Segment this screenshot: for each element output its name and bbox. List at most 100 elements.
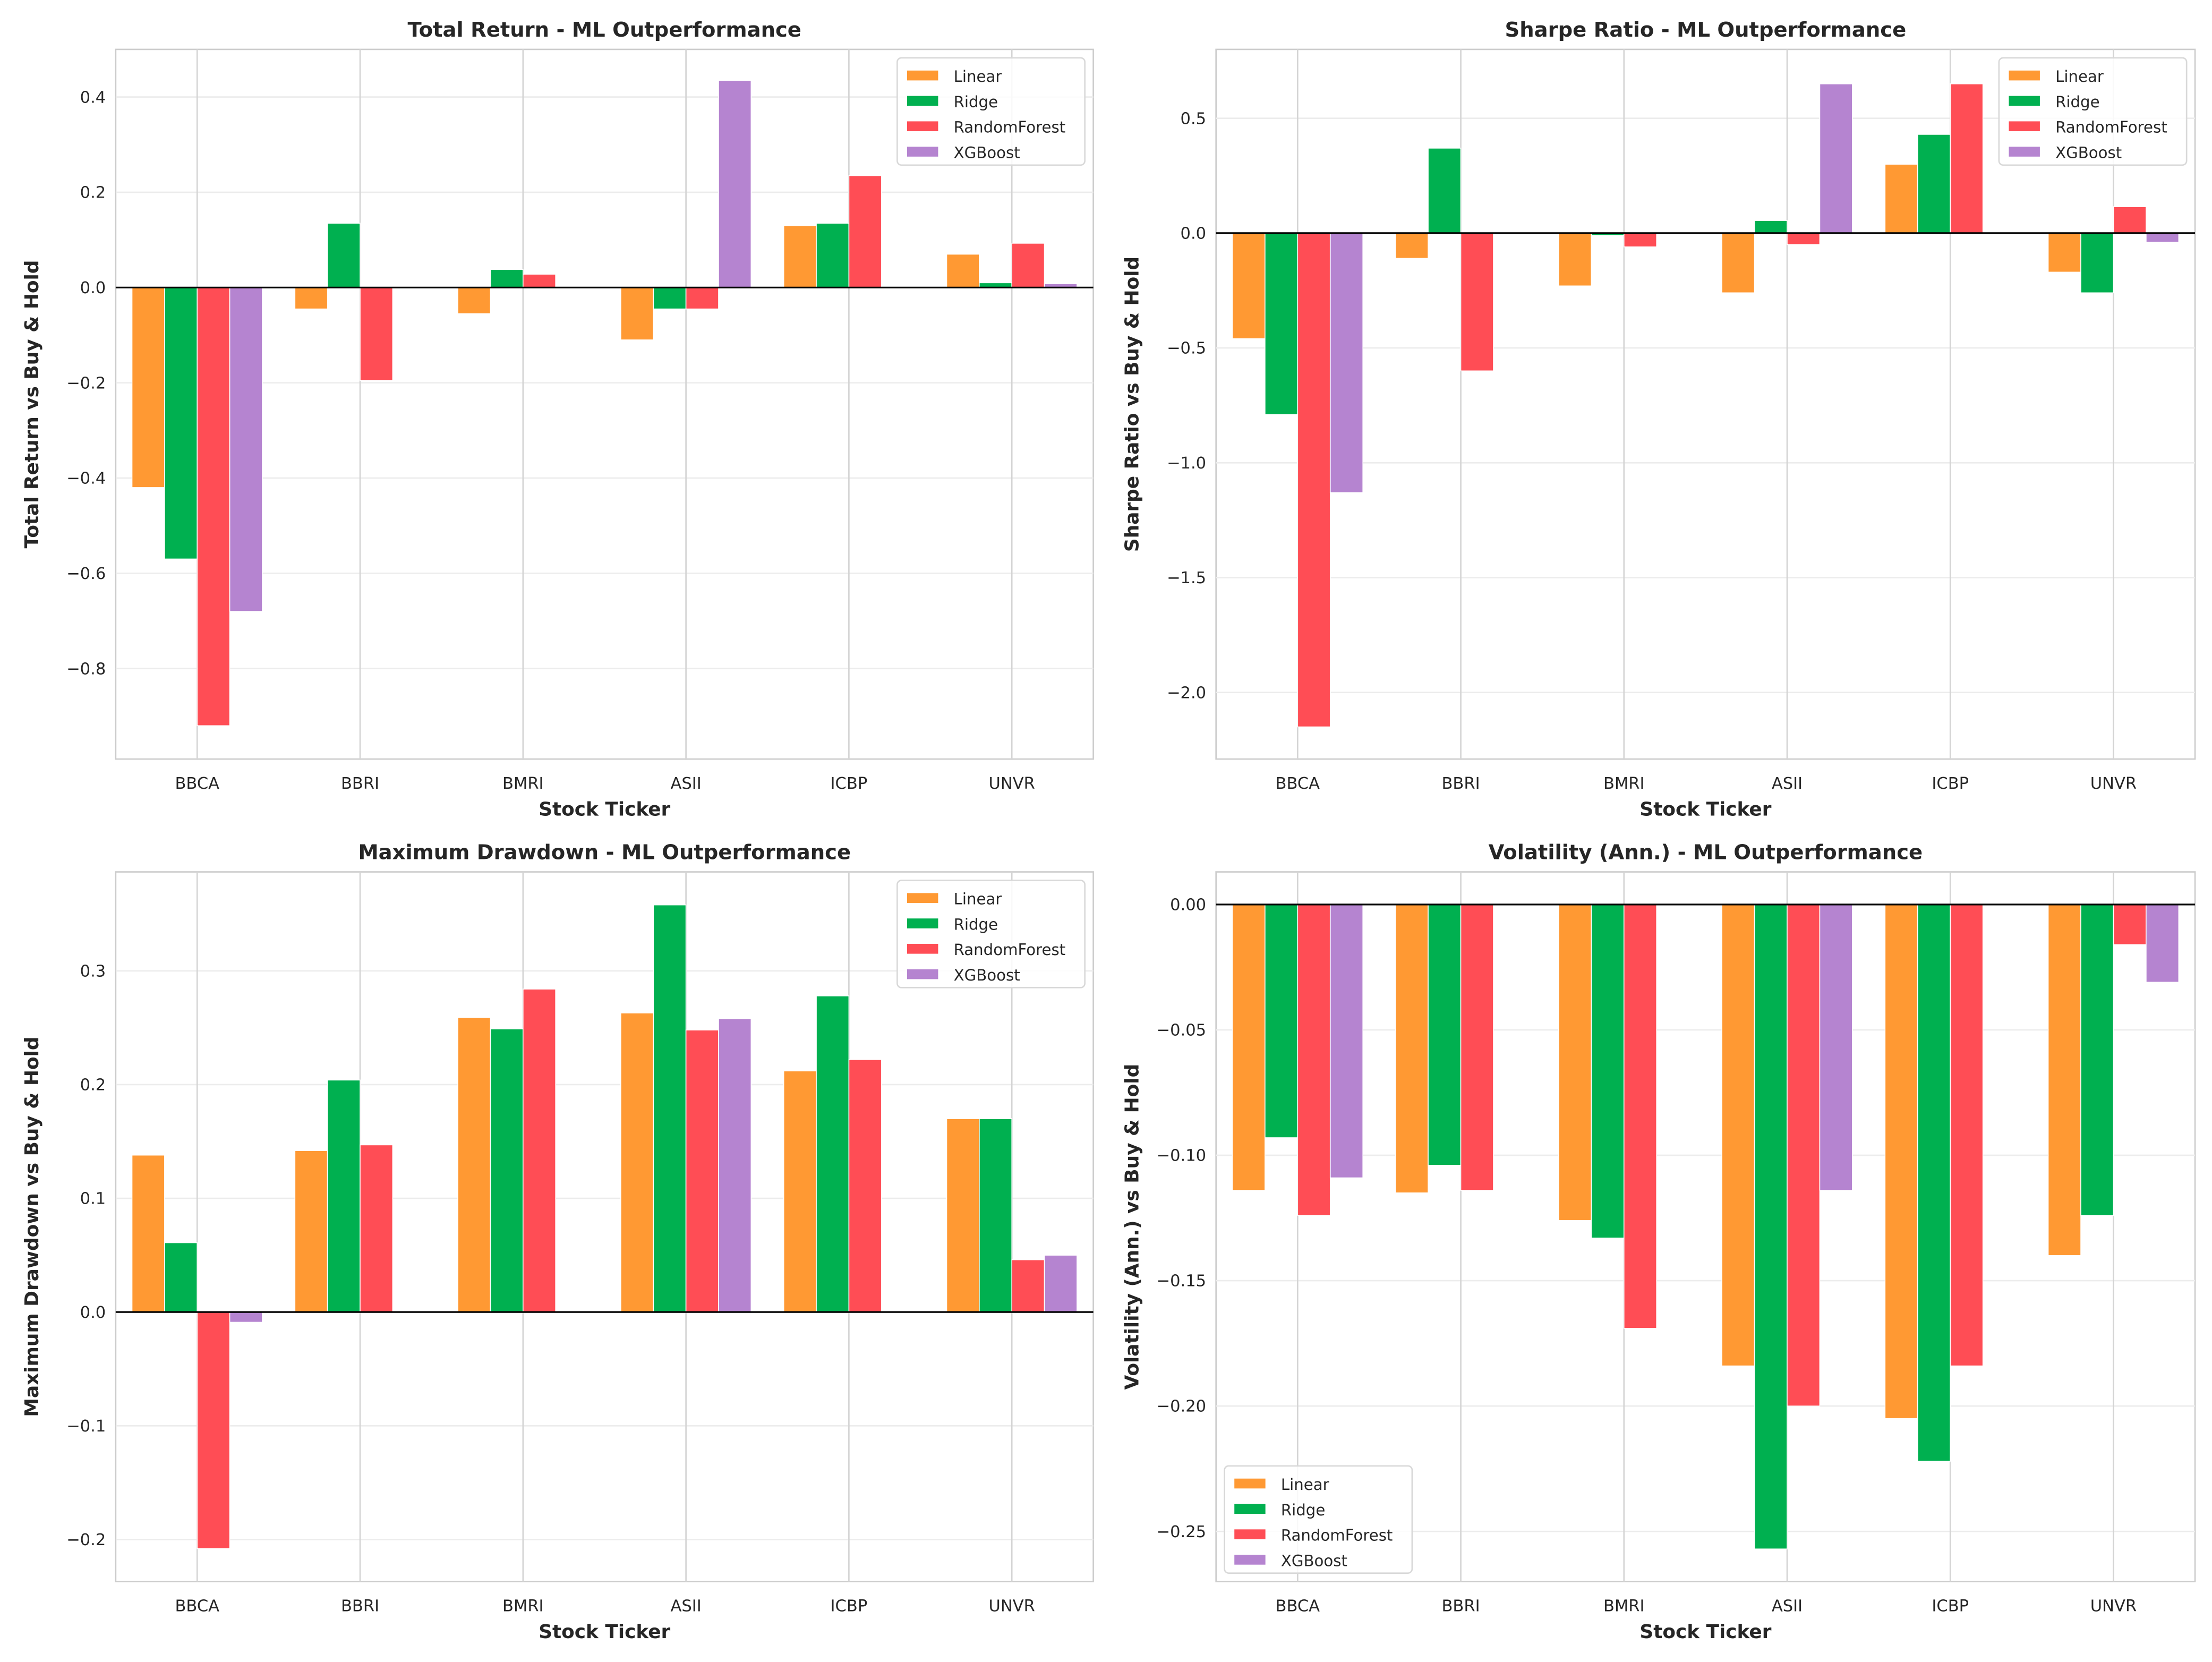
bar-ridge-asii — [1754, 220, 1788, 234]
bar-ridge-bmri — [490, 1028, 524, 1312]
plot-area — [1215, 48, 2196, 760]
chart-1: −2.0 −1.5 −1.0 −0.5 0.0 0.5 BBCA BBRI BMRI ASII IC… — [1122, 18, 2196, 820]
x-tick-label: ICBP — [1932, 1597, 1969, 1615]
y-tick-label: 0.00 — [1170, 896, 1206, 915]
y-tick-label: −0.1 — [66, 1417, 106, 1436]
legend-label-xgboost: XGBoost — [954, 143, 1020, 161]
legend-box — [896, 57, 1086, 166]
bar-ridge-bbri — [327, 1079, 361, 1312]
legend-label-randomforest: RandomForest — [1281, 1527, 1393, 1545]
chart-2: −0.2 −0.1 0.0 0.1 0.2 0.3 BBCA BBRI BMRI ASII ICBP… — [21, 841, 1094, 1643]
x-tick-label: ICBP — [831, 1597, 868, 1615]
bar-randomforest-unvr — [2113, 206, 2147, 234]
x-tick-label: BMRI — [502, 774, 544, 793]
bar-randomforest-asii — [1787, 233, 1821, 245]
legend-label-xgboost: XGBoost — [1281, 1552, 1347, 1570]
bar-linear-icbp — [1884, 164, 1918, 234]
y-tick-label: 0.4 — [80, 88, 106, 107]
legend-label-linear: Linear — [1281, 1476, 1329, 1494]
bar-linear-icbp — [783, 225, 817, 288]
y-tick-label: −0.20 — [1157, 1397, 1207, 1416]
y-tick-label: −0.10 — [1157, 1147, 1207, 1165]
y-tick-label: 0.5 — [1181, 109, 1207, 128]
bar-xgboost-asii — [1819, 904, 1853, 1191]
bar-linear-unvr — [946, 253, 980, 288]
bar-linear-bbca — [131, 287, 165, 488]
legend-label-ridge: Ridge — [954, 93, 998, 111]
bar-ridge-icbp — [816, 995, 850, 1312]
plot-area — [1215, 871, 2196, 1582]
y-tick-label: −2.0 — [1167, 684, 1206, 702]
bar-linear-icbp — [783, 1070, 817, 1312]
y-tick-label: −0.15 — [1157, 1272, 1207, 1291]
y-tick-label: −0.05 — [1157, 1021, 1207, 1040]
bar-ridge-icbp — [1917, 134, 1951, 234]
bar-ridge-icbp — [1917, 904, 1951, 1462]
y-axis-label: Total Return vs Buy & Hold — [21, 260, 43, 549]
legend-swatch-linear — [1234, 1478, 1266, 1489]
legend-swatch-xgboost — [2009, 147, 2040, 157]
y-tick-label: −0.5 — [1167, 339, 1206, 358]
bar-linear-bbri — [1395, 233, 1429, 259]
bar-ridge-bbca — [1265, 904, 1299, 1138]
x-tick-label: BBRI — [341, 774, 379, 793]
bar-randomforest-bbca — [1297, 233, 1331, 728]
bar-linear-bbca — [1232, 233, 1266, 339]
bar-linear-bbri — [1395, 904, 1429, 1194]
bar-randomforest-bbri — [360, 287, 394, 381]
legend-swatch-linear — [2009, 70, 2040, 81]
bar-ridge-bbri — [327, 223, 361, 288]
bar-randomforest-bmri — [1623, 904, 1658, 1329]
bar-randomforest-icbp — [1950, 904, 1984, 1367]
x-tick-label: ICBP — [831, 774, 868, 793]
legend-swatch-ridge — [907, 918, 938, 928]
y-tick-label: 0.0 — [80, 1303, 106, 1322]
bar-ridge-unvr — [2080, 233, 2114, 294]
bar-linear-bbca — [131, 1154, 165, 1312]
x-axis-label: Stock Ticker — [1639, 798, 1771, 820]
chart-title: Maximum Drawdown - ML Outperformance — [358, 841, 851, 865]
bar-randomforest-icbp — [848, 175, 882, 288]
x-tick-label: BBCA — [1276, 774, 1320, 793]
bar-ridge-unvr — [979, 1118, 1012, 1312]
x-tick-label: BBRI — [1441, 774, 1480, 793]
x-tick-label: BBRI — [341, 1597, 379, 1615]
bar-linear-icbp — [1884, 904, 1918, 1419]
bar-linear-unvr — [946, 1118, 980, 1312]
y-tick-label: 0.0 — [80, 279, 106, 297]
bar-randomforest-unvr — [1011, 1259, 1045, 1312]
y-tick-label: −1.0 — [1167, 454, 1206, 473]
y-tick-label: −0.4 — [66, 470, 106, 488]
bar-linear-asii — [1721, 233, 1755, 294]
legend-label-linear: Linear — [954, 67, 1002, 86]
y-tick-label: 0.0 — [1181, 224, 1207, 243]
bar-xgboost-unvr — [2146, 233, 2180, 243]
y-tick-label: −0.25 — [1157, 1523, 1207, 1541]
legend-label-ridge: Ridge — [954, 915, 998, 933]
chart-title: Sharpe Ratio - ML Outperformance — [1505, 18, 1907, 42]
y-tick-label: 0.2 — [80, 1076, 106, 1095]
chart-title: Volatility (Ann.) - ML Outperformance — [1489, 841, 1923, 865]
bar-linear-bbri — [294, 287, 328, 310]
x-axis-label: Stock Ticker — [539, 798, 670, 820]
bar-randomforest-bbca — [1297, 904, 1331, 1216]
bar-randomforest-asii — [1787, 904, 1821, 1407]
legend-label-randomforest: RandomForest — [2055, 118, 2167, 137]
y-tick-label: −1.5 — [1167, 569, 1206, 587]
bar-randomforest-asii — [685, 287, 719, 310]
bar-linear-asii — [620, 287, 654, 340]
bar-linear-bmri — [457, 1017, 491, 1312]
bar-linear-bbri — [294, 1150, 328, 1312]
bar-randomforest-icbp — [1950, 83, 1984, 234]
bar-xgboost-unvr — [1044, 1255, 1078, 1312]
bar-randomforest-asii — [685, 1029, 719, 1312]
legend-box — [1998, 57, 2188, 166]
legend-swatch-ridge — [1234, 1504, 1266, 1514]
y-tick-label: −0.6 — [66, 565, 106, 583]
plot-area — [115, 48, 1094, 760]
bar-xgboost-bbca — [1329, 233, 1363, 493]
bar-randomforest-bbca — [197, 1311, 230, 1549]
x-tick-label: BBCA — [175, 1597, 219, 1615]
bar-randomforest-unvr — [1011, 243, 1045, 288]
bar-xgboost-asii — [718, 80, 752, 288]
